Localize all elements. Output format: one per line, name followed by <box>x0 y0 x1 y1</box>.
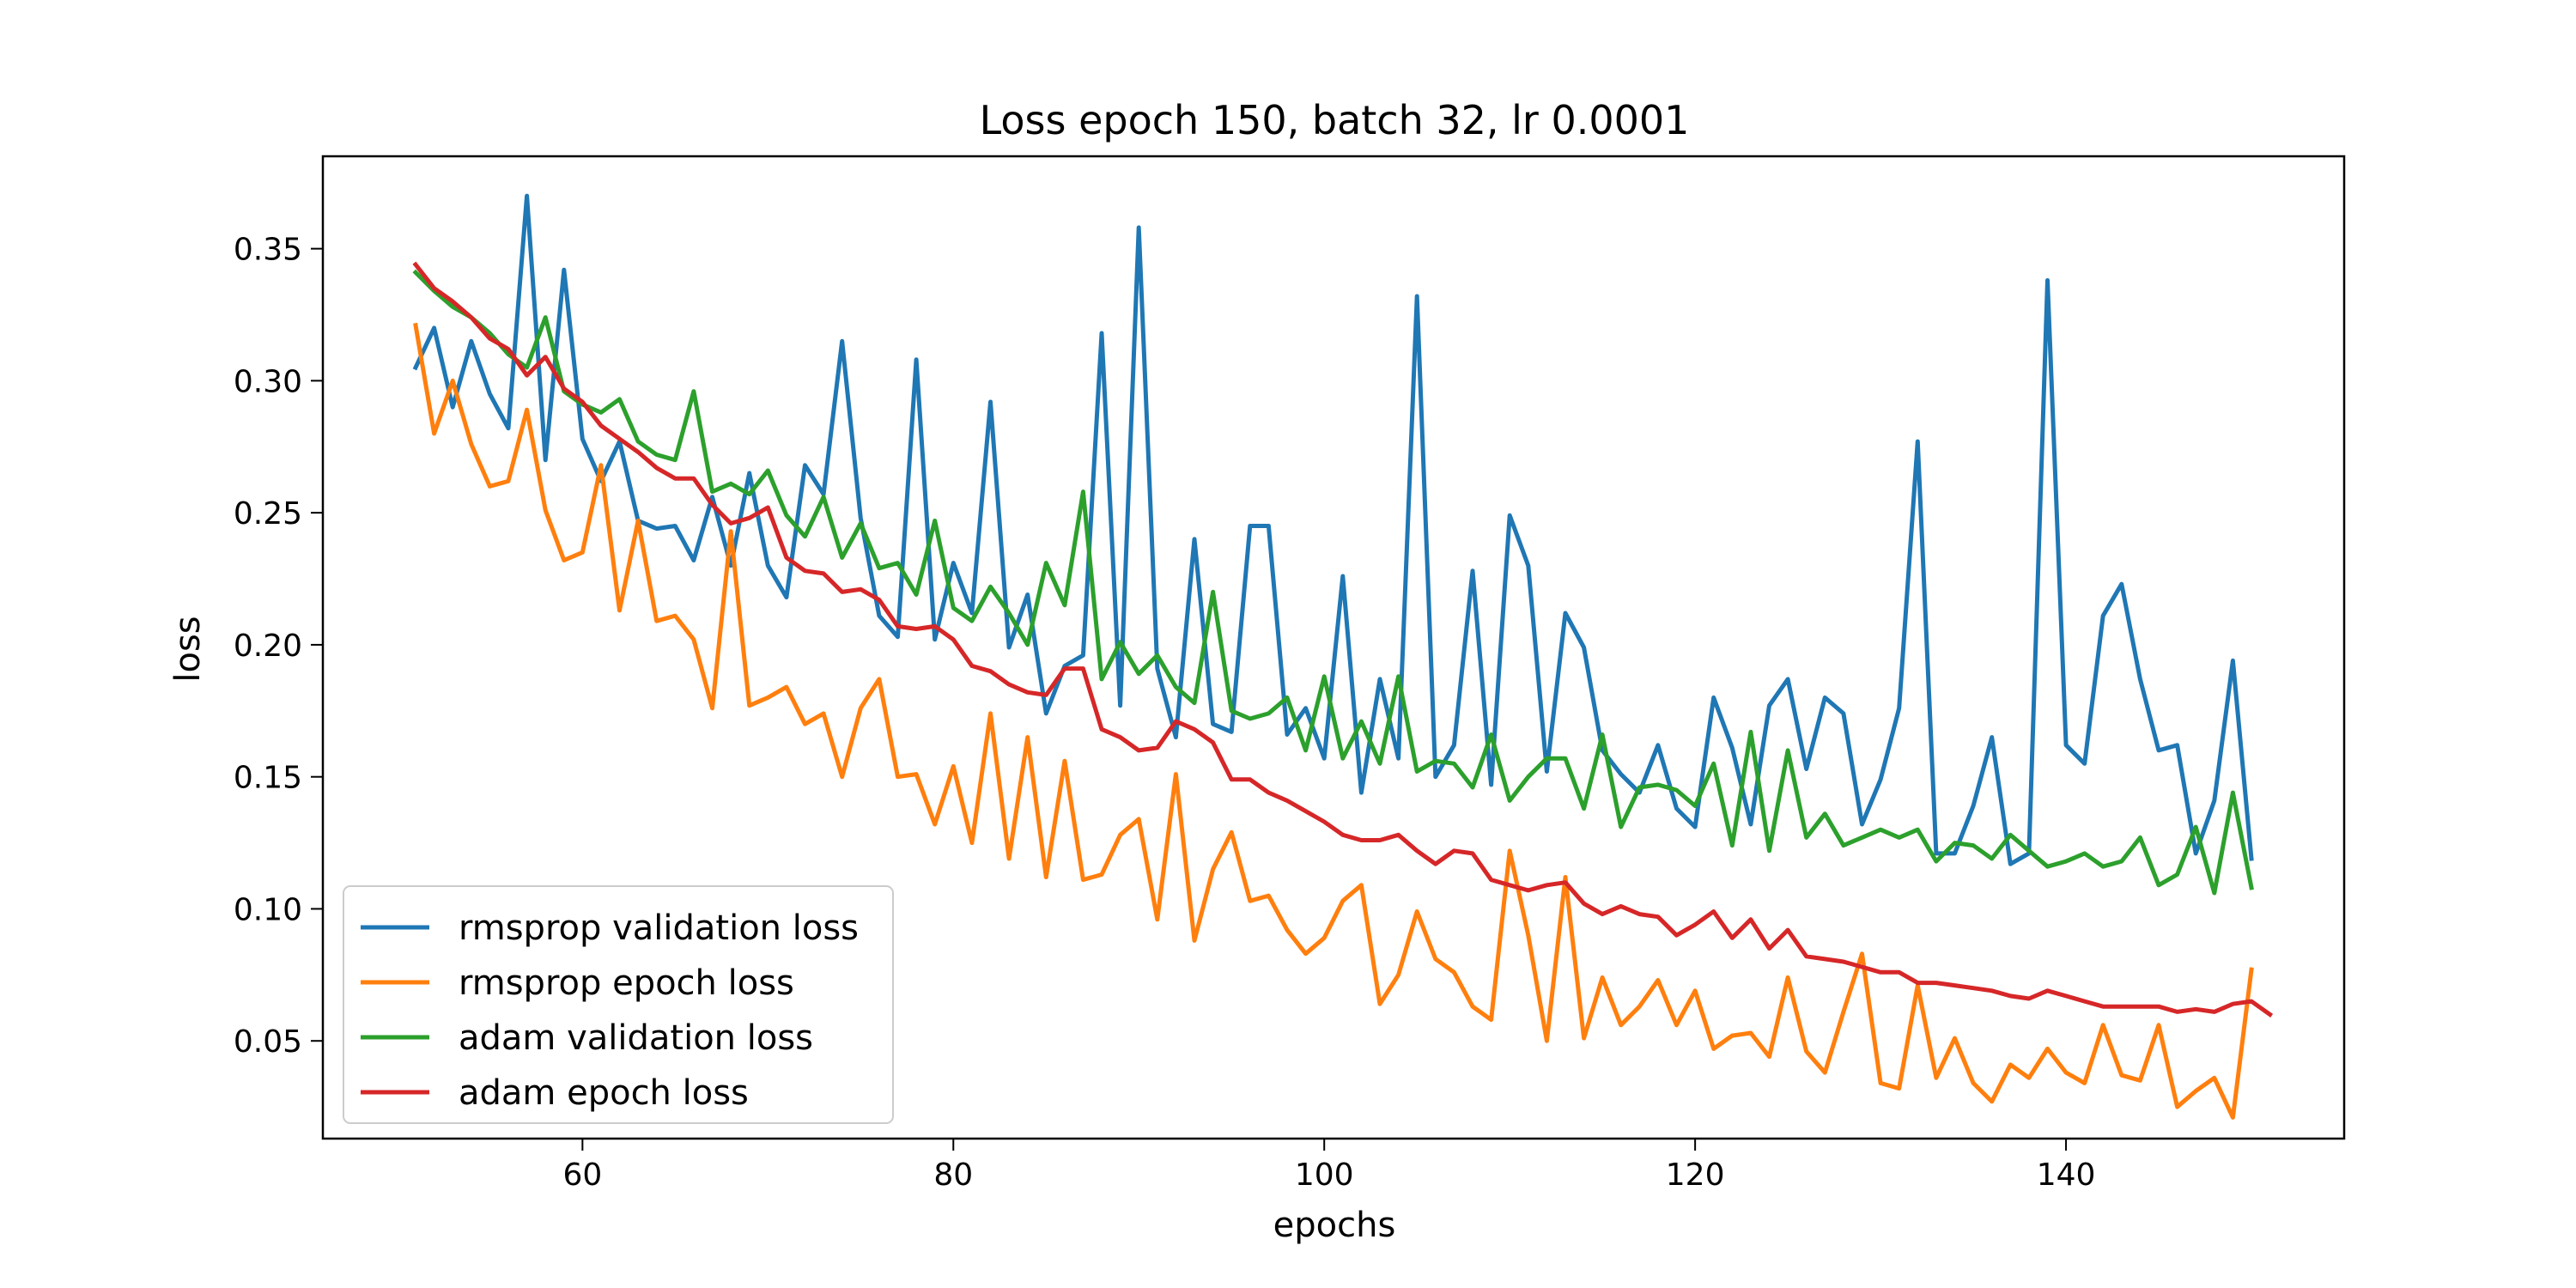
x-axis-label: epochs <box>1273 1206 1396 1245</box>
y-tick-label: 0.30 <box>234 364 302 399</box>
series-line-2 <box>412 269 2254 896</box>
legend-label: rmsprop epoch loss <box>459 963 794 1003</box>
y-tick-label: 0.10 <box>234 892 302 927</box>
y-tick-label: 0.25 <box>234 496 302 532</box>
legend-label: adam epoch loss <box>459 1073 749 1113</box>
x-tick-label: 120 <box>1666 1157 1725 1193</box>
y-axis-label: loss <box>168 616 208 682</box>
x-tick-label: 140 <box>2037 1157 2096 1193</box>
series-line-3 <box>412 261 2274 1018</box>
series-line-1 <box>413 322 2254 1120</box>
legend-label: rmsprop validation loss <box>459 908 859 948</box>
x-tick-label: 100 <box>1295 1157 1354 1193</box>
y-tick-label: 0.20 <box>234 629 302 664</box>
x-tick-label: 60 <box>562 1157 602 1193</box>
y-tick-label: 0.15 <box>234 761 302 796</box>
chart-title: Loss epoch 150, batch 32, lr 0.0001 <box>980 97 1690 143</box>
legend-box <box>343 885 894 1124</box>
x-tick-label: 80 <box>933 1157 973 1193</box>
plot-area: 60 80 100 120 140 0.05 0.10 0.15 0.20 0.25 0.30 0.3… <box>234 155 2346 1193</box>
legend-label: adam validation loss <box>459 1018 813 1058</box>
y-tick-label: 0.05 <box>234 1024 302 1060</box>
axes-frame <box>321 155 2346 1140</box>
y-tick-label: 0.35 <box>234 233 302 268</box>
